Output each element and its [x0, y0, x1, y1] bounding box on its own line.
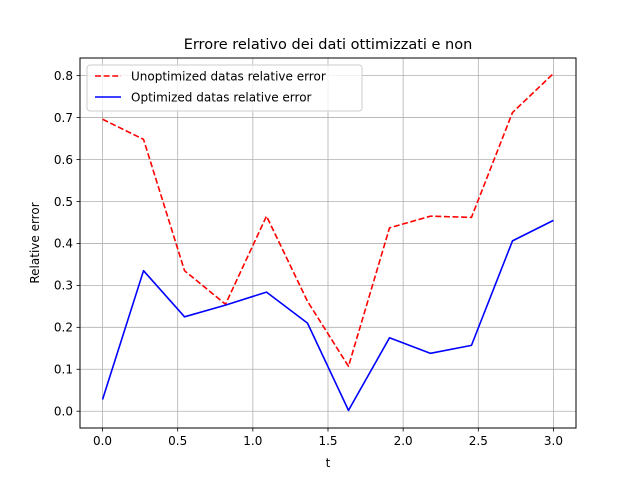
y-tick-label: 0.6	[54, 153, 73, 167]
legend-label-unoptimized: Unoptimized datas relative error	[131, 70, 326, 84]
x-axis-ticks: 0.0 0.5 1.0 1.5 2.0 2.5 3.0	[93, 428, 563, 448]
legend-box	[86, 64, 363, 112]
x-axis-label: t	[326, 456, 331, 470]
legend-label-optimized: Optimized datas relative error	[131, 91, 312, 105]
x-tick-label: 2.5	[469, 434, 488, 448]
y-tick-label: 0.7	[54, 111, 73, 125]
chart-title: Errore relativo dei dati ottimizzati e n…	[184, 37, 473, 53]
x-tick-label: 0.0	[93, 434, 112, 448]
y-axis-ticks: 0.0 0.1 0.2 0.3 0.4 0.5 0.6 0.7 0.8	[54, 69, 80, 419]
y-tick-label: 0.3	[54, 279, 73, 293]
x-tick-label: 2.0	[394, 434, 413, 448]
series-lines	[101, 72, 555, 412]
y-tick-label: 0.4	[54, 237, 73, 251]
series-line-unoptimized	[102, 72, 555, 368]
y-tick-label: 0.8	[54, 69, 73, 83]
series-line-optimized	[101, 219, 554, 412]
legend: Unoptimized datas relative error Optimiz…	[86, 64, 363, 112]
grid-lines	[80, 58, 576, 428]
y-tick-label: 0.2	[54, 321, 73, 335]
y-tick-label: 0.0	[54, 405, 73, 419]
y-axis-label: Relative error	[28, 202, 42, 283]
x-tick-label: 3.0	[544, 434, 563, 448]
x-tick-label: 1.0	[243, 434, 262, 448]
y-tick-label: 0.1	[54, 363, 73, 377]
y-tick-label: 0.5	[54, 195, 73, 209]
x-tick-label: 1.5	[318, 434, 337, 448]
x-tick-label: 0.5	[168, 434, 187, 448]
